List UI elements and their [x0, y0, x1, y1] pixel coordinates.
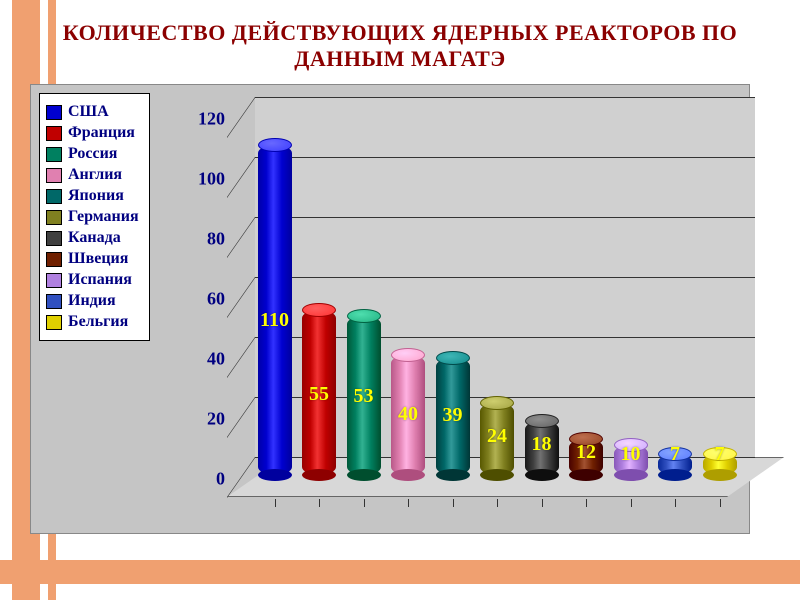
- plot-area: 0 20 40 60 80 100 120 110 55 53 40 39 24 18 12 10 7 7: [197, 97, 737, 517]
- legend-label: Германия: [68, 208, 139, 226]
- legend-item: Испания: [46, 271, 139, 289]
- x-axis-tick: [675, 499, 676, 507]
- x-axis-tick: [408, 499, 409, 507]
- y-axis-tick: 100: [198, 169, 225, 190]
- x-axis-tick: [720, 499, 721, 507]
- x-axis-tick: [631, 499, 632, 507]
- legend-label: Япония: [68, 187, 124, 205]
- bar-value-label: 7: [715, 443, 725, 466]
- legend-item: США: [46, 103, 139, 121]
- legend-label: Канада: [68, 229, 121, 247]
- x-axis-tick: [453, 499, 454, 507]
- gridline-side: [227, 217, 255, 258]
- bar-value-label: 7: [670, 443, 680, 466]
- legend-swatch: [46, 231, 62, 246]
- legend-swatch: [46, 105, 62, 120]
- gridline-side: [227, 397, 255, 438]
- x-axis-tick: [586, 499, 587, 507]
- legend-swatch: [46, 252, 62, 267]
- gridline-side: [227, 337, 255, 378]
- legend-label: Франция: [68, 124, 135, 142]
- legend-swatch: [46, 210, 62, 225]
- legend-label: Испания: [68, 271, 132, 289]
- y-axis-tick: 80: [207, 229, 225, 250]
- gridline: [255, 157, 755, 158]
- slide: КОЛИЧЕСТВО ДЕЙСТВУЮЩИХ ЯДЕРНЫХ РЕАКТОРОВ…: [30, 20, 770, 570]
- y-axis-tick: 20: [207, 409, 225, 430]
- bar-value-label: 55: [309, 383, 329, 406]
- legend-swatch: [46, 273, 62, 288]
- bar-value-label: 18: [532, 433, 552, 456]
- gridline: [255, 217, 755, 218]
- gridline-side: [227, 97, 255, 138]
- bar-value-label: 40: [398, 403, 418, 426]
- gridline-side: [227, 157, 255, 198]
- legend-item: Индия: [46, 292, 139, 310]
- x-axis-tick: [319, 499, 320, 507]
- x-axis-tick: [364, 499, 365, 507]
- legend-item: Англия: [46, 166, 139, 184]
- bar-value-label: 39: [443, 404, 463, 427]
- legend-item: Россия: [46, 145, 139, 163]
- gridline: [255, 97, 755, 98]
- legend-label: США: [68, 103, 109, 121]
- y-axis-tick: 120: [198, 109, 225, 130]
- legend-swatch: [46, 168, 62, 183]
- bar-value-label: 110: [260, 309, 289, 332]
- legend-item: Швеция: [46, 250, 139, 268]
- y-axis-tick: 40: [207, 349, 225, 370]
- legend-item: Япония: [46, 187, 139, 205]
- legend-label: Англия: [68, 166, 122, 184]
- legend-label: Россия: [68, 145, 117, 163]
- legend-label: Индия: [68, 292, 116, 310]
- y-axis-tick: 0: [216, 469, 225, 490]
- bar-value-label: 24: [487, 425, 507, 448]
- legend-label: Бельгия: [68, 313, 128, 331]
- legend-item: Франция: [46, 124, 139, 142]
- x-axis-tick: [275, 499, 276, 507]
- x-axis-tick: [542, 499, 543, 507]
- chart-title: КОЛИЧЕСТВО ДЕЙСТВУЮЩИХ ЯДЕРНЫХ РЕАКТОРОВ…: [30, 20, 770, 72]
- x-axis-tick: [497, 499, 498, 507]
- legend-item: Германия: [46, 208, 139, 226]
- bar-value-label: 12: [576, 441, 596, 464]
- bar-value-label: 10: [621, 443, 641, 466]
- legend-label: Швеция: [68, 250, 128, 268]
- legend-swatch: [46, 147, 62, 162]
- gridline-side: [227, 277, 255, 318]
- legend-item: Бельгия: [46, 313, 139, 331]
- legend-swatch: [46, 315, 62, 330]
- legend-item: Канада: [46, 229, 139, 247]
- legend: США Франция Россия Англия Япония Германия Кана…: [39, 93, 150, 341]
- gridline: [255, 277, 755, 278]
- chart-container: США Франция Россия Англия Япония Германия Кана…: [30, 84, 750, 534]
- y-axis-tick: 60: [207, 289, 225, 310]
- legend-swatch: [46, 126, 62, 141]
- bar-value-label: 53: [354, 385, 374, 408]
- legend-swatch: [46, 189, 62, 204]
- legend-swatch: [46, 294, 62, 309]
